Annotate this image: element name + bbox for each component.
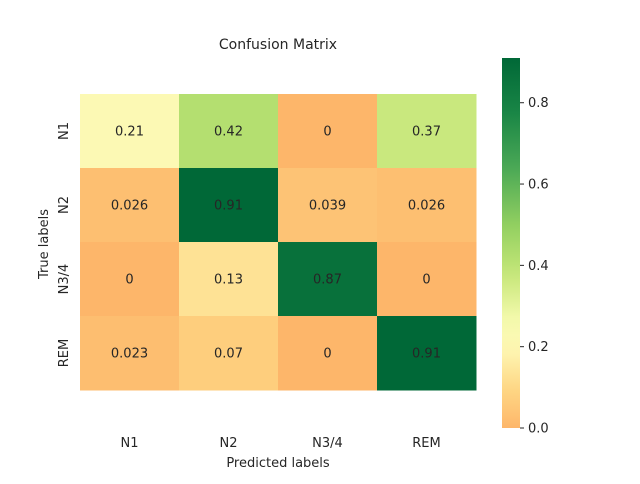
heatmap-cell [278,316,378,391]
heatmap-value-label: 0.07 [214,347,243,362]
heatmap-value-label: 0.91 [412,347,441,362]
heatmap-cell [179,168,279,243]
heatmap-value-label: 0.21 [115,125,144,140]
x-tick-label: N2 [220,436,238,451]
y-tick-label: N1 [57,122,72,140]
colorbar-tick-label: 0.6 [528,178,549,193]
colorbar-tick-label: 0.2 [528,340,549,355]
heatmap-cell [278,94,378,169]
x-axis-ticks: N1 N2 N3/4 REM [121,436,441,451]
colorbar [502,58,520,428]
heatmap-cell [80,242,180,317]
colorbar-ticks: 0.0 0.2 0.4 0.6 0.8 [520,96,549,437]
heatmap-cell [377,168,477,243]
heatmap-cell [179,316,279,391]
heatmap-value-label: 0.039 [309,199,346,214]
heatmap-cell [80,94,180,169]
y-tick-label: N2 [57,196,72,214]
y-tick-label: N3/4 [57,264,72,295]
y-axis-label: True labels [37,209,52,280]
heatmap-value-labels: 0.21 0.42 0 0.37 0.026 0.91 0.039 0.026 0 0.13 0.8… [111,125,445,362]
heatmap-value-label: 0.37 [412,125,441,140]
x-tick-label: N3/4 [312,436,343,451]
colorbar-tick-label: 0.8 [528,96,549,111]
heatmap-value-label: 0 [125,273,133,288]
x-axis-label: Predicted labels [226,456,330,471]
heatmap-cell [80,168,180,243]
heatmap-value-label: 0.023 [111,347,148,362]
x-tick-label: N1 [121,436,139,451]
heatmap-value-label: 0.026 [111,199,148,214]
heatmap-cell [80,316,180,391]
heatmap-value-label: 0.42 [214,125,243,140]
heatmap-value-label: 0.91 [214,199,243,214]
heatmap-value-label: 0 [323,125,331,140]
colorbar-tick-label: 0.4 [528,259,549,274]
heatmap-cell [179,94,279,169]
heatmap-value-label: 0.87 [313,273,342,288]
heatmap-cell [179,242,279,317]
heatmap-value-label: 0 [422,273,430,288]
heatmap-cells [80,94,477,391]
heatmap-cell [278,168,378,243]
chart-title: Confusion Matrix [219,37,337,53]
heatmap-value-label: 0 [323,347,331,362]
x-tick-label: REM [412,436,440,451]
heatmap-cell [377,316,477,391]
heatmap-value-label: 0.13 [214,273,243,288]
heatmap-cell [278,242,378,317]
y-axis-ticks: N1 N2 N3/4 REM [57,122,72,367]
heatmap-cell [377,242,477,317]
heatmap-value-label: 0.026 [408,199,445,214]
heatmap-cell [377,94,477,169]
y-tick-label: REM [57,339,72,367]
colorbar-tick-label: 0.0 [528,422,549,437]
